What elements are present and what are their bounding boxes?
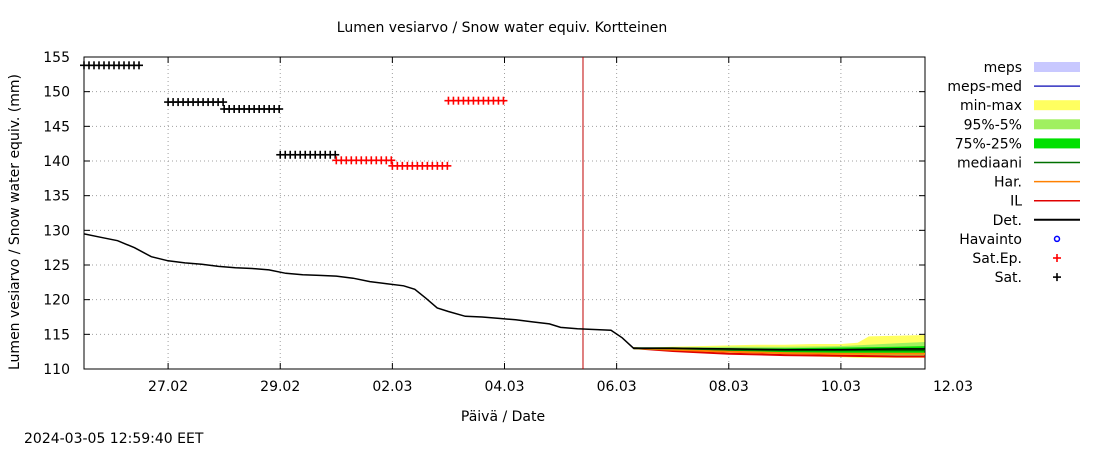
- y-tick-label: 120: [43, 293, 70, 309]
- legend-label-median: mediaani: [957, 156, 1022, 172]
- y-tick-label: 145: [43, 119, 70, 135]
- y-tick-label: 130: [43, 223, 70, 239]
- legend-label-meps: meps: [984, 60, 1022, 76]
- y-tick-label: 110: [43, 362, 70, 378]
- y-tick-label: 155: [43, 50, 70, 66]
- legend-swatch-p95_5: [1034, 119, 1080, 130]
- y-tick-label: 125: [43, 258, 70, 274]
- x-tick-label: 29.02: [260, 379, 300, 395]
- legend-label-havainto: Havainto: [959, 232, 1022, 248]
- legend-label-min_max: min-max: [960, 98, 1022, 114]
- x-tick-label: 27.02: [148, 379, 188, 395]
- timestamp: 2024-03-05 12:59:40 EET: [24, 431, 204, 447]
- sat-ep-marker: [443, 161, 452, 170]
- legend-swatch-p75_25: [1034, 138, 1080, 149]
- y-tick-label: 115: [43, 327, 70, 343]
- legend-label-det: Det.: [993, 213, 1022, 229]
- x-tick-label: 08.03: [709, 379, 749, 395]
- legend-label-har: Har.: [994, 175, 1022, 191]
- plot-area: 110 115 120 125 130 135 140 145 150 155 27.02 29.02…: [43, 50, 973, 395]
- legend-label-il: IL: [1010, 194, 1022, 210]
- legend-label-meps_med: meps-med: [947, 79, 1022, 95]
- y-tick-label: 150: [43, 85, 70, 101]
- legend-label-p95_5: 95%-5%: [964, 117, 1022, 133]
- y-axis-label: Lumen vesiarvo / Snow water equiv. (mm): [7, 74, 23, 370]
- sat-ep-marker: [387, 156, 396, 165]
- legend-label-sat: Sat.: [995, 270, 1022, 286]
- legend: meps meps-med min-max 95%-5% 75%-25% mediaani…: [947, 60, 1080, 286]
- x-tick-label: 12.03: [933, 379, 973, 395]
- legend-swatch-min_max: [1034, 100, 1080, 111]
- sat-marker: [275, 105, 284, 113]
- sat-marker: [331, 150, 340, 159]
- line-har: [633, 347, 925, 355]
- x-tick-label: 06.03: [597, 379, 637, 395]
- chart-title: Lumen vesiarvo / Snow water equiv. Kortt…: [337, 20, 667, 36]
- x-axis-label: Päivä / Date: [461, 409, 545, 425]
- sat-ep-marker: [499, 96, 508, 105]
- x-tick-label: 02.03: [372, 379, 412, 395]
- line-il: [633, 347, 925, 358]
- sat-marker: [135, 61, 143, 70]
- y-tick-label: 140: [43, 154, 70, 170]
- line-det: [84, 233, 925, 351]
- sat-marker: [219, 98, 228, 107]
- x-tick-label: 04.03: [484, 379, 524, 395]
- legend-swatch-meps: [1034, 62, 1080, 72]
- legend-swatch-sat: [1053, 273, 1061, 282]
- legend-label-sat_ep: Sat.Ep.: [972, 251, 1022, 267]
- x-tick-label: 10.03: [821, 379, 861, 395]
- legend-swatch-sat_ep: [1053, 254, 1061, 262]
- legend-swatch-havainto: [1053, 235, 1061, 243]
- y-tick-label: 135: [43, 189, 70, 205]
- legend-label-p75_25: 75%-25%: [955, 136, 1022, 152]
